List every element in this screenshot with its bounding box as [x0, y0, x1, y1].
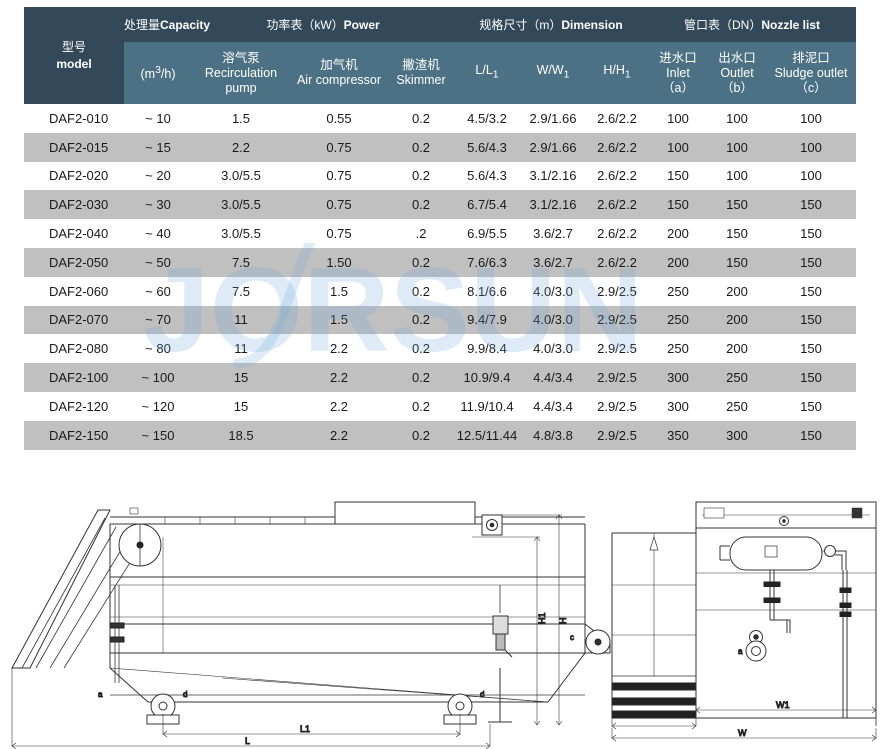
svg-text:a: a: [738, 647, 743, 656]
svg-text:L1: L1: [300, 724, 310, 734]
svg-text:a: a: [98, 690, 103, 699]
svg-text:W: W: [738, 728, 747, 738]
svg-text:c: c: [570, 633, 574, 642]
svg-text:d: d: [480, 690, 484, 699]
svg-text:W1: W1: [776, 700, 790, 710]
svg-text:H1: H1: [537, 612, 547, 624]
svg-text:H: H: [558, 618, 568, 625]
svg-text:L: L: [245, 736, 250, 746]
svg-text:d: d: [183, 690, 187, 699]
